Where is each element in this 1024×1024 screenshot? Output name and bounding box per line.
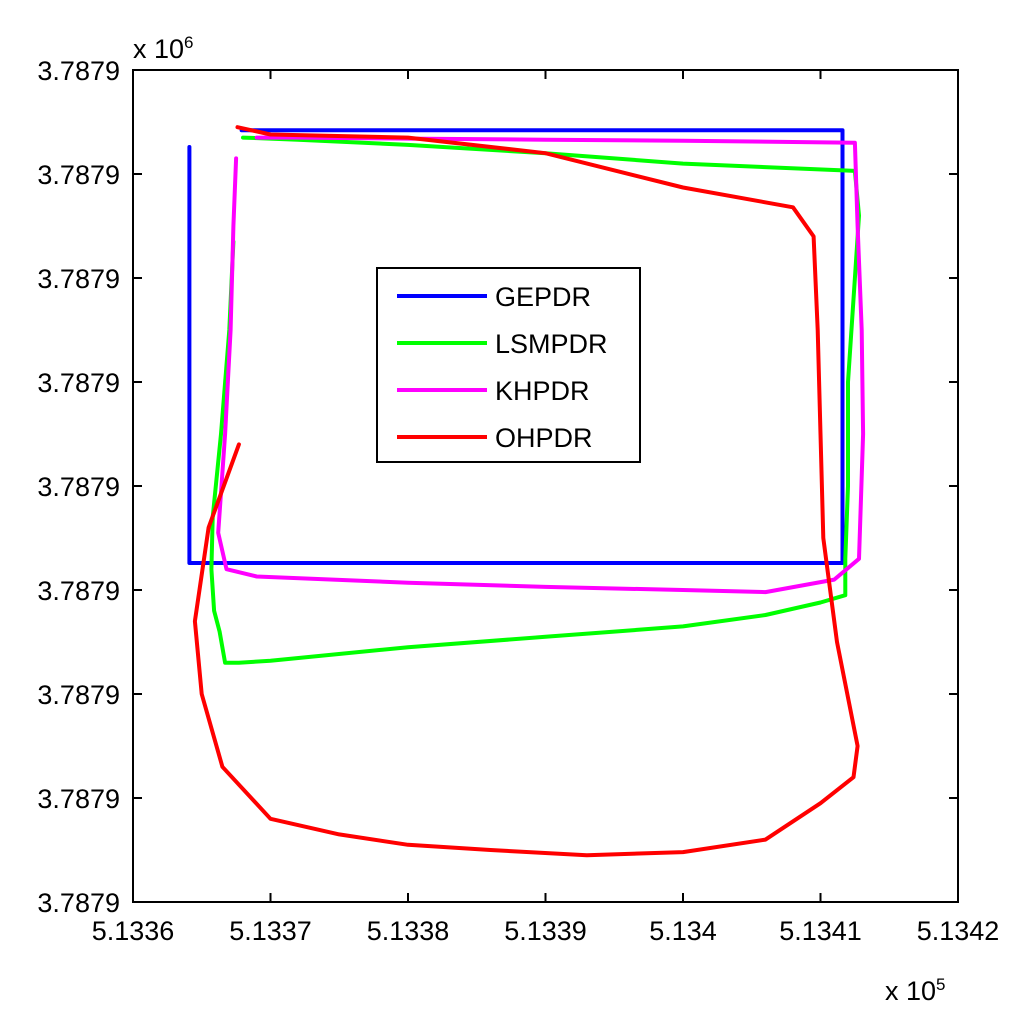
legend-label-lsmpdr: LSMPDR [495, 329, 608, 359]
plot-area [187, 125, 866, 858]
series-line-ohpdr [192, 125, 860, 858]
legend-box [376, 267, 641, 463]
x-tick-label: 5.1337 [229, 916, 312, 946]
y-exponent-label: x 106 [133, 33, 194, 64]
legend-label-khpdr: KHPDR [495, 376, 590, 406]
y-tick-label: 3.7879 [37, 680, 120, 710]
x-exponent-power: 5 [936, 975, 945, 994]
x-tick-label: 5.1339 [504, 916, 587, 946]
legend-label-ohpdr: OHPDR [495, 423, 593, 453]
x-axis: 5.1336 5.1337 5.1338 5.1339 5.134 5.1341 5.134… [92, 70, 1000, 946]
legend-label-gepdr: GEPDR [495, 282, 591, 312]
y-axis: 3.7879 3.7879 3.7879 3.7879 3.7879 3.7879 3.78… [37, 56, 958, 918]
series-line-lsmpdr [209, 135, 861, 665]
x-tick-label: 5.1342 [917, 916, 1000, 946]
y-tick-label: 3.7879 [37, 368, 120, 398]
y-tick-label: 3.7879 [37, 472, 120, 502]
y-tick-label: 3.7879 [37, 784, 120, 814]
y-tick-label: 3.7879 [37, 576, 120, 606]
series-line-gepdr [187, 128, 845, 565]
y-exponent-base: x 10 [133, 34, 184, 64]
x-tick-label: 5.1336 [92, 916, 175, 946]
x-exponent-label: x 105 [885, 975, 946, 1006]
y-tick-label: 3.7879 [37, 56, 120, 86]
y-tick-label: 3.7879 [37, 888, 120, 918]
legend: GEPDR LSMPDR KHPDR OHPDR [376, 267, 641, 463]
x-tick-label: 5.1338 [367, 916, 450, 946]
x-tick-label: 5.134 [649, 916, 717, 946]
x-exponent-base: x 10 [885, 976, 936, 1006]
y-exponent-power: 6 [184, 33, 193, 52]
series-line-khpdr [216, 135, 866, 595]
x-tick-label: 5.1341 [779, 916, 862, 946]
y-tick-label: 3.7879 [37, 264, 120, 294]
y-tick-label: 3.7879 [37, 160, 120, 190]
